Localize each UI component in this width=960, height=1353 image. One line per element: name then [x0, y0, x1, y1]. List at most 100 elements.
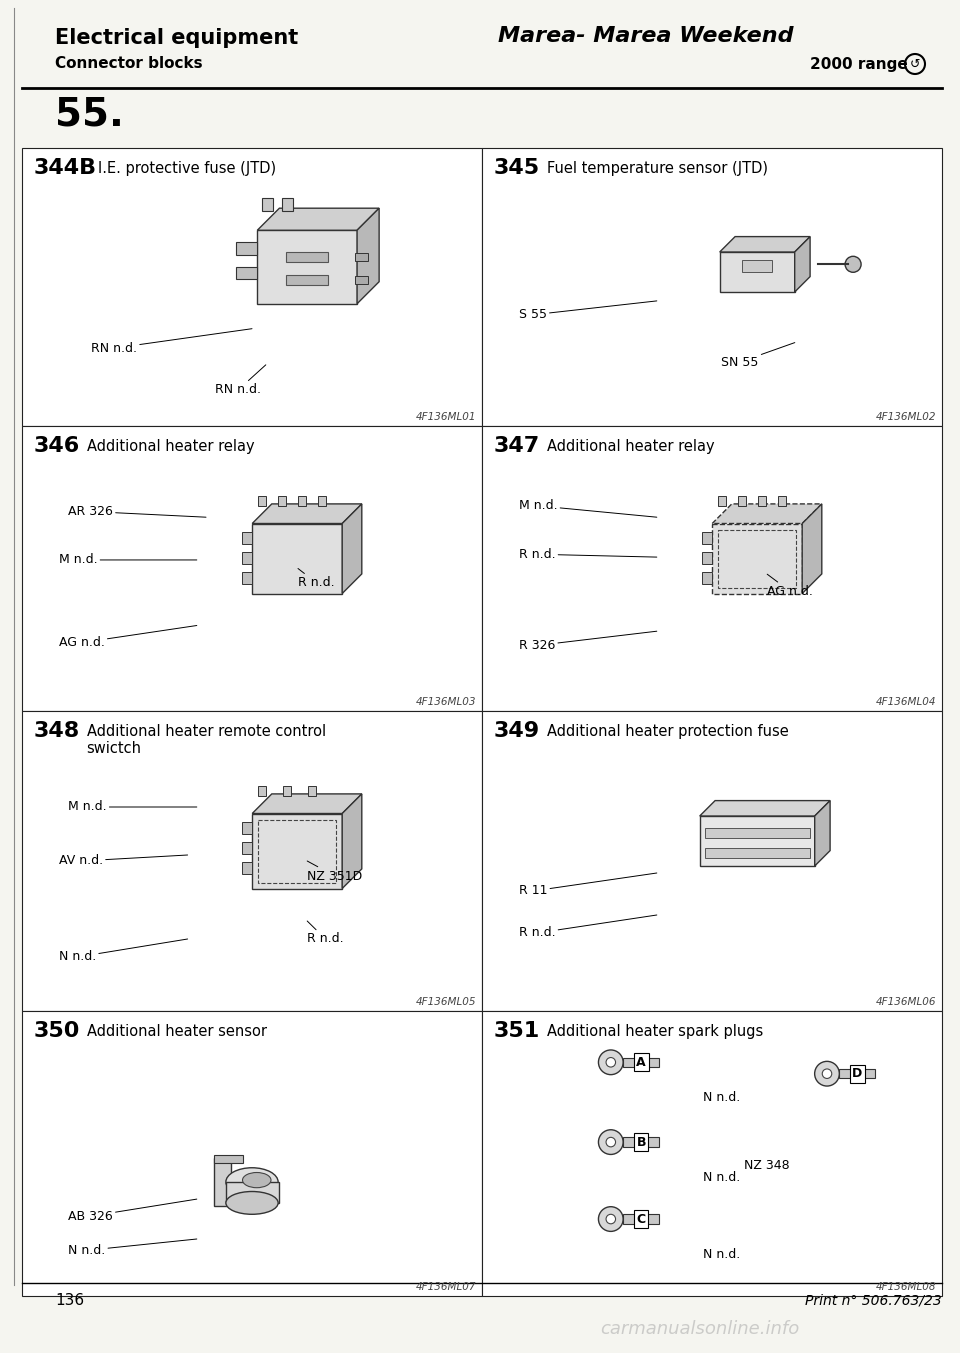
Text: Print n° 506.763/23: Print n° 506.763/23 — [805, 1293, 942, 1307]
Bar — [712, 524, 803, 594]
Bar — [355, 276, 368, 284]
Text: 4F136ML01: 4F136ML01 — [416, 413, 476, 422]
Text: Additional heater remote control
swictch: Additional heater remote control swictch — [86, 724, 325, 756]
Text: 344B: 344B — [34, 158, 97, 179]
Bar — [22, 1011, 482, 1296]
Bar — [355, 253, 368, 261]
Text: Connector blocks: Connector blocks — [55, 55, 203, 70]
Text: 4F136ML02: 4F136ML02 — [876, 413, 936, 422]
Text: RN n.d.: RN n.d. — [91, 329, 252, 354]
Bar — [283, 786, 291, 796]
Bar — [623, 1058, 660, 1068]
Bar — [299, 497, 306, 506]
Circle shape — [606, 1138, 615, 1147]
Bar — [705, 828, 809, 838]
Bar — [22, 147, 482, 426]
Circle shape — [598, 1130, 623, 1154]
Ellipse shape — [226, 1168, 278, 1196]
Text: 346: 346 — [34, 436, 81, 456]
Text: Additional heater protection fuse: Additional heater protection fuse — [546, 724, 788, 739]
Text: R 11: R 11 — [518, 873, 657, 897]
Bar — [623, 1214, 660, 1224]
Bar — [758, 497, 766, 506]
Bar — [258, 497, 266, 506]
Bar — [242, 842, 252, 854]
Circle shape — [845, 256, 861, 272]
Bar — [236, 267, 257, 280]
Text: N n.d.: N n.d. — [703, 1091, 740, 1104]
Bar — [242, 571, 252, 583]
Polygon shape — [252, 503, 362, 524]
Ellipse shape — [226, 1192, 278, 1214]
Text: 55.: 55. — [55, 95, 124, 133]
Bar — [258, 820, 336, 882]
Text: 136: 136 — [55, 1293, 84, 1308]
Circle shape — [598, 1050, 623, 1074]
Text: R 326: R 326 — [518, 632, 657, 652]
Text: R n.d.: R n.d. — [298, 568, 335, 590]
Text: N n.d.: N n.d. — [703, 1170, 740, 1184]
Text: Fuel temperature sensor (JTD): Fuel temperature sensor (JTD) — [546, 161, 768, 176]
Text: 348: 348 — [34, 721, 81, 741]
Text: R n.d.: R n.d. — [518, 915, 657, 939]
Bar — [286, 252, 328, 262]
Circle shape — [598, 1207, 623, 1231]
Bar — [22, 710, 482, 1011]
Text: R n.d.: R n.d. — [518, 548, 657, 560]
Text: NZ 351D: NZ 351D — [307, 861, 363, 882]
Bar — [308, 786, 316, 796]
Bar — [702, 532, 712, 544]
Bar — [22, 426, 482, 710]
Text: Additional heater spark plugs: Additional heater spark plugs — [546, 1024, 763, 1039]
Text: N n.d.: N n.d. — [68, 1239, 197, 1257]
Polygon shape — [700, 801, 830, 816]
Polygon shape — [815, 801, 830, 866]
Bar — [482, 426, 942, 710]
Bar — [258, 786, 266, 796]
Text: 4F136ML07: 4F136ML07 — [416, 1283, 476, 1292]
Polygon shape — [252, 794, 362, 813]
Bar — [214, 1158, 231, 1206]
Text: S 55: S 55 — [518, 300, 657, 321]
Bar — [252, 813, 342, 889]
Polygon shape — [257, 208, 379, 230]
Bar — [242, 862, 252, 874]
Text: AV n.d.: AV n.d. — [59, 855, 187, 867]
Text: Additional heater relay: Additional heater relay — [86, 438, 254, 455]
Bar — [738, 497, 746, 506]
Text: 4F136ML04: 4F136ML04 — [876, 697, 936, 708]
Polygon shape — [342, 503, 362, 594]
Text: R n.d.: R n.d. — [307, 921, 344, 946]
Bar — [482, 147, 942, 426]
Text: 2000 range: 2000 range — [810, 57, 908, 72]
Text: M n.d.: M n.d. — [518, 499, 657, 517]
Bar — [742, 260, 772, 272]
Text: SN 55: SN 55 — [721, 342, 795, 368]
Circle shape — [815, 1061, 839, 1086]
Polygon shape — [342, 794, 362, 889]
Bar — [318, 497, 326, 506]
Text: AG n.d.: AG n.d. — [767, 574, 813, 598]
Text: I.E. protective fuse (JTD): I.E. protective fuse (JTD) — [98, 161, 276, 176]
Bar — [252, 524, 342, 594]
Text: 4F136ML08: 4F136ML08 — [876, 1283, 936, 1292]
Text: RN n.d.: RN n.d. — [215, 365, 266, 396]
Text: 4F136ML06: 4F136ML06 — [876, 997, 936, 1007]
Bar — [278, 497, 286, 506]
Text: N n.d.: N n.d. — [703, 1247, 740, 1261]
Bar — [702, 552, 712, 563]
Text: AG n.d.: AG n.d. — [59, 625, 197, 649]
Bar — [242, 821, 252, 833]
Bar — [242, 552, 252, 563]
Text: C: C — [636, 1212, 646, 1226]
Bar — [482, 1011, 942, 1296]
Bar — [623, 1138, 660, 1147]
Text: 347: 347 — [494, 436, 540, 456]
Bar — [482, 710, 942, 1011]
Text: 350: 350 — [34, 1022, 81, 1040]
Bar — [236, 242, 257, 254]
Circle shape — [606, 1214, 615, 1224]
Circle shape — [606, 1058, 615, 1068]
Text: A: A — [636, 1055, 646, 1069]
Bar — [282, 198, 293, 211]
